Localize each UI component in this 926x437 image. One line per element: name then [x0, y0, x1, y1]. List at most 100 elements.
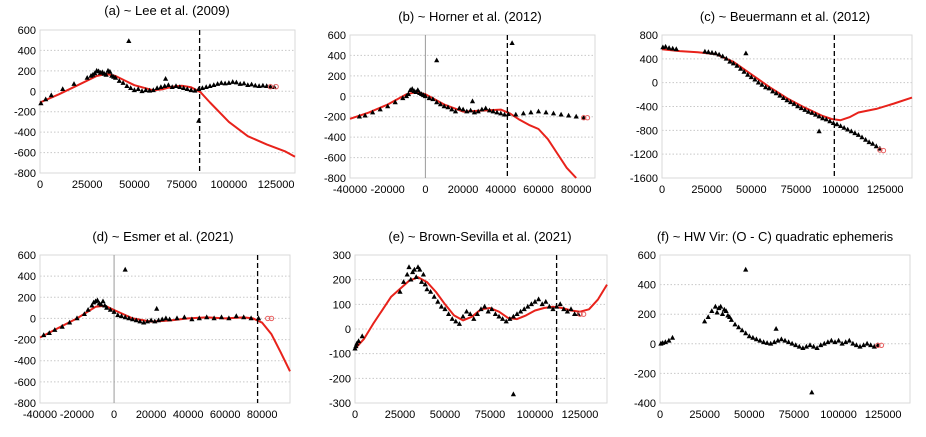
data-point: [482, 303, 488, 309]
recent-point: [580, 311, 587, 317]
data-point: [218, 80, 224, 85]
data-point: [181, 85, 187, 90]
data-point: [370, 109, 376, 115]
data-point: [752, 76, 758, 82]
data-point: [218, 314, 225, 320]
x-tick-label: 75000: [779, 409, 810, 421]
y-tick-label: -800: [14, 398, 36, 410]
data-point: [147, 87, 153, 93]
y-tick-label: -400: [14, 356, 36, 368]
data-point: [422, 281, 428, 287]
data-point: [820, 115, 826, 121]
y-tick-label: -1600: [630, 173, 658, 185]
data-point: [173, 83, 179, 88]
data-point: [539, 301, 545, 307]
x-tick-label: 100000: [211, 179, 248, 191]
y-tick-label: 300: [333, 250, 351, 262]
y-tick-label: -600: [14, 148, 36, 160]
x-tick-label: 0: [352, 409, 358, 421]
data-point: [215, 81, 221, 86]
data-point: [728, 317, 734, 322]
plot-frame: [354, 254, 608, 404]
data-point: [354, 340, 360, 346]
data-point: [732, 321, 738, 327]
x-tick-label: 125000: [865, 409, 902, 421]
data-point: [456, 105, 462, 111]
y-tick-label: -400: [634, 398, 656, 410]
data-point: [564, 308, 570, 314]
data-point: [126, 38, 132, 43]
data-point: [430, 96, 436, 102]
data-point: [662, 339, 668, 345]
data-point: [748, 74, 754, 80]
data-point: [196, 117, 202, 123]
panel-title: (f) ~ HW Vir: (O - C) quadratic ephemeri…: [657, 229, 894, 244]
data-point: [494, 109, 500, 115]
data-point: [167, 316, 173, 322]
x-tick-label: 75000: [166, 179, 197, 191]
y-tick-label: 200: [333, 275, 351, 287]
data-point: [113, 75, 119, 80]
data-point: [718, 303, 724, 309]
data-point: [789, 340, 795, 346]
data-point: [422, 93, 428, 99]
data-point: [356, 113, 362, 119]
data-point: [415, 87, 421, 92]
data-point: [479, 106, 485, 112]
y-tick-label: -400: [14, 127, 36, 139]
y-tick-label: 600: [638, 250, 656, 262]
data-point: [241, 80, 247, 86]
x-tick-label: 25000: [385, 409, 416, 421]
data-point: [94, 297, 100, 303]
data-point: [716, 51, 722, 57]
x-tick-label: 50000: [430, 409, 461, 421]
data-point: [189, 316, 195, 322]
x-tick-label: -40000: [23, 409, 57, 421]
data-point: [841, 125, 847, 130]
y-tick-label: -600: [14, 377, 36, 389]
data-point: [490, 108, 496, 114]
x-tick-label: 125000: [562, 409, 599, 421]
data-point: [730, 60, 736, 66]
data-point: [452, 108, 459, 114]
data-point: [793, 342, 799, 348]
data-point: [871, 343, 877, 349]
data-point: [222, 80, 228, 86]
recent-point: [268, 315, 275, 322]
data-point: [823, 116, 829, 122]
data-point: [743, 330, 749, 336]
y-tick-label: -200: [14, 107, 36, 119]
data-point: [148, 317, 154, 323]
panel-d: (d) ~ Esmer et al. (2021) -800 -600 -400 -20…: [14, 229, 291, 421]
y-tick-label: 400: [638, 280, 656, 292]
data-point: [445, 104, 451, 110]
data-point: [836, 337, 842, 343]
data-point: [408, 276, 414, 282]
data-point: [81, 311, 87, 316]
data-point: [743, 266, 749, 272]
data-point: [211, 315, 217, 321]
y-tick-label: 200: [18, 292, 36, 304]
data-point: [838, 123, 844, 128]
data-point: [745, 71, 751, 77]
data-point: [98, 301, 104, 307]
data-point: [832, 339, 838, 345]
data-point: [71, 81, 77, 86]
data-point: [38, 100, 44, 106]
data-point: [768, 340, 774, 346]
y-tick-label: -200: [324, 112, 346, 124]
data-point: [839, 340, 845, 346]
data-point: [663, 43, 669, 49]
data-point: [469, 98, 476, 104]
data-point: [757, 337, 763, 343]
x-tick-label: 75000: [781, 184, 812, 196]
panel-c: (c) ~ Beuermann et al. (2012) -1600 -1200 -…: [630, 9, 913, 196]
data-point: [207, 83, 213, 88]
plot-frame: [39, 254, 291, 404]
recent-point: [265, 315, 271, 322]
data-point: [866, 139, 872, 145]
data-point: [814, 345, 820, 350]
data-point: [870, 141, 876, 146]
y-tick-label: 200: [638, 309, 656, 321]
data-point: [550, 110, 557, 116]
